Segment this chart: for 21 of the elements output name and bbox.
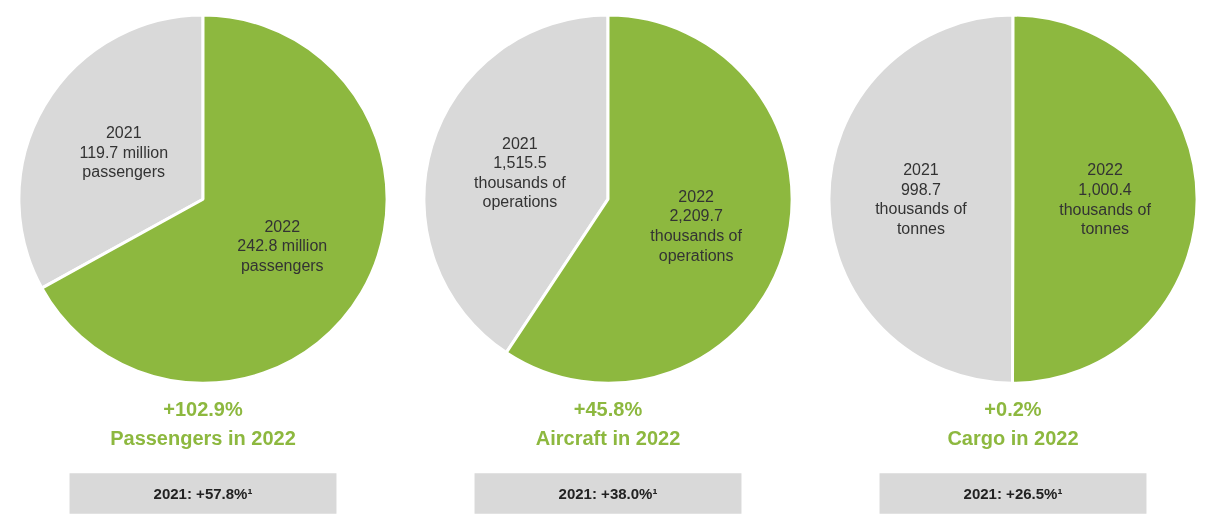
data-label: 998.7 thousands of tonnes [875,180,968,237]
text: +0.2% [984,397,1042,420]
slice-label: 2022 [1087,161,1123,179]
text: +102.9% [163,397,243,420]
slice-label: 2022 [264,217,301,235]
data-label: 1,515.5 thousands of operations [474,154,567,211]
slice-label: 2021 [903,161,939,179]
text: +45.8% [573,397,643,420]
text: 2021: +38.0%¹ [558,485,658,503]
data-label: 242.8 million passengers [237,237,328,275]
slice-label: 2021 [502,134,538,152]
data-label: 1,000.4 thousands of tonnes [1059,181,1152,238]
text: 2021: +57.8%¹ [153,485,253,503]
slice-label: 2021 [105,124,142,142]
text: Cargo in 2022 [947,427,1079,450]
text: Passengers in 2022 [110,427,296,450]
data-label: 2,209.7 thousands of operations [650,207,743,264]
text: 2021: +26.5%¹ [963,485,1063,503]
text: Aircraft in 2022 [535,427,681,450]
slice-label: 2022 [678,187,715,205]
data-label: 119.7 million passengers [79,143,169,181]
